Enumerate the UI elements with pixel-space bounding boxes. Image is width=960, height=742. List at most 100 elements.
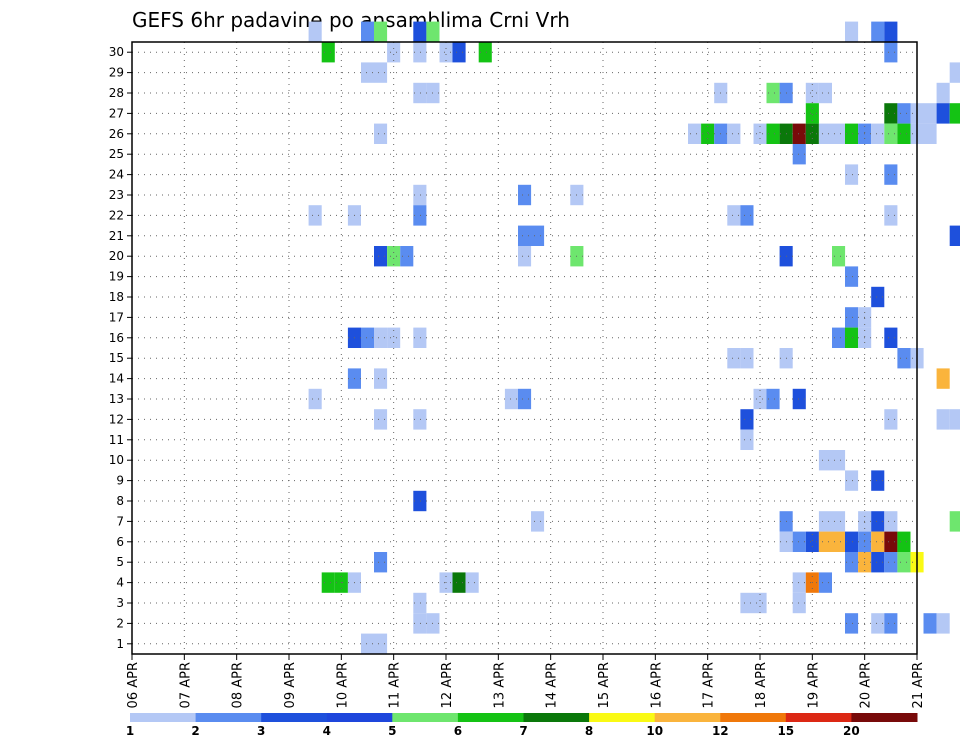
heatmap-cell — [792, 572, 806, 593]
heatmap-cell — [884, 409, 898, 430]
plot-frame — [131, 41, 918, 655]
heatmap-cell — [871, 21, 885, 42]
heatmap-cell — [884, 552, 898, 573]
y-tick-label: 23 — [109, 188, 124, 202]
y-tick-label: 19 — [109, 270, 124, 284]
heatmap-cell — [805, 103, 819, 124]
heatmap-cell — [701, 123, 715, 144]
heatmap-cell — [949, 62, 960, 83]
heatmap-cell — [374, 552, 388, 573]
x-tick-label: 18 APR — [754, 662, 769, 708]
colorbar-label: 20 — [843, 724, 860, 738]
heatmap-cell — [845, 123, 859, 144]
x-tick-label: 14 APR — [545, 662, 560, 708]
x-tick-label: 11 APR — [388, 662, 403, 708]
heatmap-cell — [374, 409, 388, 430]
x-tick-label: 08 APR — [231, 662, 246, 708]
y-tick-label: 22 — [109, 208, 124, 222]
heatmap-cell — [871, 531, 885, 552]
x-tick-label: 19 APR — [806, 662, 821, 708]
colorbar-label: 6 — [454, 724, 462, 738]
y-tick-label: 1 — [116, 637, 124, 651]
heatmap-cell — [374, 62, 388, 83]
x-tick-label: 21 APR — [911, 662, 926, 708]
heatmap-cell — [374, 21, 388, 42]
y-tick-label: 4 — [116, 576, 124, 590]
heatmap-cell — [832, 123, 846, 144]
heatmap-cell — [374, 123, 388, 144]
heatmap-cell — [478, 42, 492, 63]
colorbar-label: 15 — [777, 724, 794, 738]
heatmap-cell — [845, 470, 859, 491]
heatmap-cell — [897, 531, 911, 552]
heatmap-cell — [792, 144, 806, 165]
heatmap-cell — [884, 21, 898, 42]
heatmap-cell — [845, 164, 859, 185]
heatmap-cell — [753, 592, 767, 614]
heatmap-cell — [531, 225, 545, 246]
heatmap-cell — [871, 552, 885, 573]
colorbar-swatch — [326, 713, 393, 722]
x-tick-label: 10 APR — [335, 662, 350, 708]
heatmap-cell — [321, 572, 335, 593]
heatmap-cell — [884, 103, 898, 124]
heatmap-cell — [321, 42, 335, 63]
y-tick-label: 13 — [109, 392, 124, 406]
x-tick-label: 13 APR — [492, 662, 507, 708]
chart-title: GEFS 6hr padavine po ansamblima Crni Vrh — [132, 8, 570, 32]
heatmap-cell — [845, 552, 859, 573]
y-tick-label: 20 — [109, 249, 124, 263]
y-tick-label: 21 — [109, 229, 124, 243]
y-tick-label: 26 — [109, 127, 124, 141]
y-tick-label: 16 — [109, 331, 124, 345]
heatmap-cell — [792, 592, 806, 614]
heatmap-cell — [884, 123, 898, 144]
colorbar-label: 12 — [712, 724, 729, 738]
heatmap-cell — [936, 613, 950, 634]
heatmap-cell — [740, 348, 754, 369]
y-tick-label: 15 — [109, 351, 124, 365]
colorbar-label: 5 — [388, 724, 396, 738]
heatmap-cell — [740, 429, 754, 450]
heatmap-cell — [818, 531, 832, 552]
heatmap-cell — [766, 82, 780, 104]
heatmap-cell — [387, 246, 401, 267]
heatmap-cell — [818, 572, 832, 593]
y-tick-label: 29 — [109, 66, 124, 80]
heatmap-cell — [766, 388, 780, 410]
heatmap-cell — [845, 531, 859, 552]
heatmap-cell — [413, 327, 427, 348]
y-tick-label: 27 — [109, 106, 124, 120]
y-tick-label: 14 — [109, 372, 124, 386]
heatmap-cell — [374, 633, 388, 654]
colorbar-swatch — [261, 713, 328, 722]
heatmap-cell — [897, 123, 911, 144]
heatmap-cell — [949, 511, 960, 532]
y-axis: 1234567891011121314151617181920212223242… — [109, 45, 132, 651]
heatmap-cell — [845, 307, 859, 328]
heatmap-cell — [897, 552, 911, 573]
heatmap-cell — [531, 511, 545, 532]
heatmap-cell — [832, 450, 846, 471]
heatmap-cell — [818, 82, 832, 104]
heatmap-cell — [413, 592, 427, 614]
heatmap-cell — [766, 123, 780, 144]
colorbar-label: 7 — [519, 724, 527, 738]
colorbar-label: 1 — [126, 724, 134, 738]
grid-lines — [132, 42, 917, 654]
heatmap-cell — [936, 103, 950, 124]
heatmap-cell — [832, 246, 846, 267]
heatmap-cell — [792, 123, 806, 144]
heatmap-cell — [426, 21, 440, 42]
heatmap-cell — [361, 62, 375, 83]
heatmap-cell — [832, 511, 846, 532]
heatmap-cell — [518, 184, 532, 206]
heatmap-cell — [374, 327, 388, 348]
heatmap-cell — [374, 368, 388, 389]
heatmap-cell — [884, 42, 898, 63]
heatmap-cell — [884, 613, 898, 634]
heatmap-cell — [897, 103, 911, 124]
y-tick-label: 18 — [109, 290, 124, 304]
heatmap-cell — [949, 103, 960, 124]
heatmap-cell — [923, 613, 937, 634]
